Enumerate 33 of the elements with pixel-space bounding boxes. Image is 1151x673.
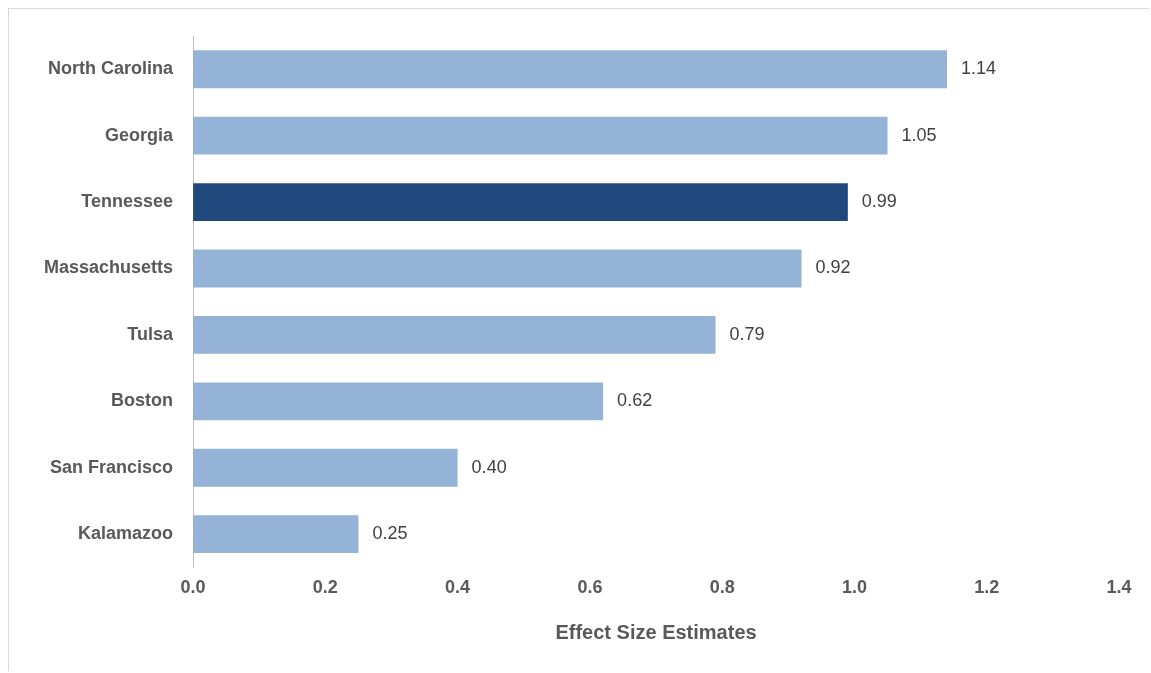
x-tick-label: 0.6 — [577, 577, 603, 598]
x-tick-label: 1.0 — [841, 577, 867, 598]
y-tick-label: Kalamazoo — [78, 523, 174, 544]
y-tick-label: Massachusetts — [44, 257, 174, 278]
data-label: 0.25 — [372, 523, 408, 544]
x-tick-label: 0.2 — [312, 577, 338, 598]
y-tick-label: Tennessee — [81, 191, 174, 212]
bar — [193, 448, 458, 487]
x-tick-label: 1.2 — [974, 577, 1000, 598]
bar — [193, 116, 888, 155]
y-tick-label: Georgia — [105, 124, 175, 145]
data-label: 0.92 — [815, 257, 851, 278]
bar — [193, 249, 802, 288]
data-label: 0.62 — [617, 390, 653, 411]
x-tick-label: 0.8 — [709, 577, 735, 598]
data-label: 0.40 — [471, 456, 507, 477]
bar — [193, 515, 359, 554]
x-tick-label: 0.0 — [180, 577, 206, 598]
bar — [193, 382, 604, 421]
y-tick-label: Tulsa — [127, 323, 175, 344]
x-tick-label: 0.4 — [445, 577, 471, 598]
y-tick-label: North Carolina — [48, 58, 175, 79]
data-label: 0.79 — [729, 323, 765, 344]
x-tick-label: 1.4 — [1106, 577, 1132, 598]
bar — [193, 183, 848, 221]
y-tick-label: San Francisco — [50, 456, 174, 477]
bar — [193, 50, 948, 89]
y-tick-label: Boston — [111, 390, 174, 411]
x-axis-title: Effect Size Estimates — [555, 620, 757, 643]
bar — [193, 315, 716, 354]
data-label: 1.14 — [961, 58, 997, 79]
data-label: 0.99 — [861, 191, 897, 212]
data-label: 1.05 — [901, 124, 937, 145]
